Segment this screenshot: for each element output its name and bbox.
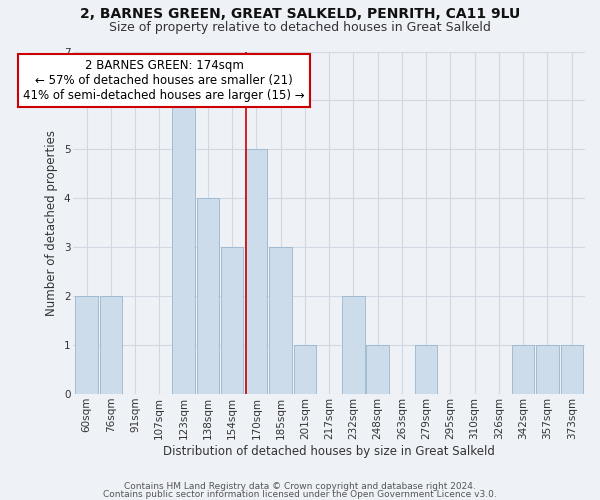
Bar (172, 100, 194, 394)
Bar (293, 345, 316, 394)
Bar (245, 150, 268, 394)
Bar (221, 247, 243, 394)
Text: 2, BARNES GREEN, GREAT SALKELD, PENRITH, CA11 9LU: 2, BARNES GREEN, GREAT SALKELD, PENRITH,… (80, 8, 520, 22)
Text: 2 BARNES GREEN: 174sqm
← 57% of detached houses are smaller (21)
41% of semi-det: 2 BARNES GREEN: 174sqm ← 57% of detached… (23, 59, 305, 102)
X-axis label: Distribution of detached houses by size in Great Salkeld: Distribution of detached houses by size … (163, 444, 495, 458)
Bar (415, 345, 437, 394)
Text: Contains HM Land Registry data © Crown copyright and database right 2024.: Contains HM Land Registry data © Crown c… (124, 482, 476, 491)
Y-axis label: Number of detached properties: Number of detached properties (45, 130, 58, 316)
Bar (367, 345, 389, 394)
Bar (269, 247, 292, 394)
Bar (342, 296, 365, 394)
Bar (100, 296, 122, 394)
Bar (76, 296, 98, 394)
Bar (512, 345, 535, 394)
Bar (536, 345, 559, 394)
Bar (560, 345, 583, 394)
Text: Size of property relative to detached houses in Great Salkeld: Size of property relative to detached ho… (109, 21, 491, 34)
Bar (197, 198, 219, 394)
Text: Contains public sector information licensed under the Open Government Licence v3: Contains public sector information licen… (103, 490, 497, 499)
